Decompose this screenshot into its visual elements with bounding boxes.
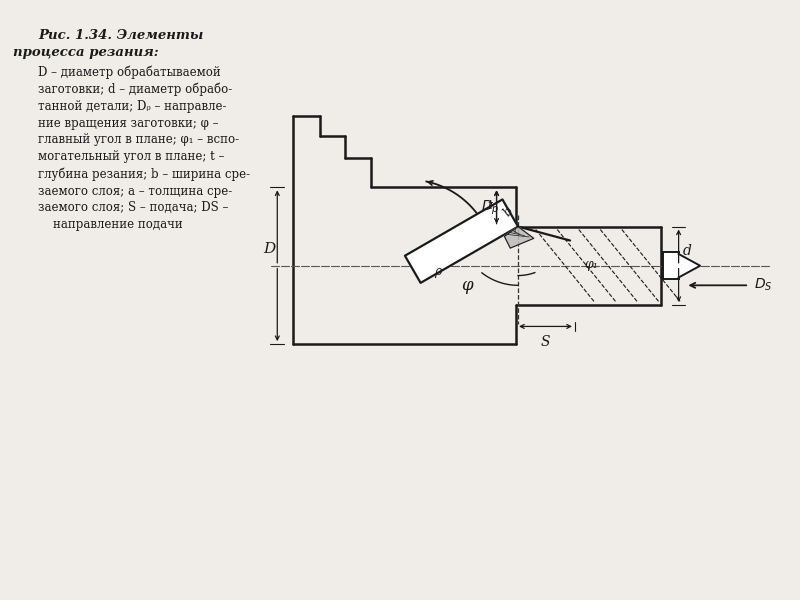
Text: φ: φ	[462, 277, 473, 293]
Text: D: D	[263, 242, 275, 256]
Polygon shape	[678, 254, 700, 277]
Text: ρ: ρ	[434, 265, 442, 278]
Text: Рис. 1.34. Элементы: Рис. 1.34. Элементы	[38, 29, 204, 42]
Text: D – диаметр обрабатываемой
заготовки; d – диаметр обрабо-
танной детали; Dᵨ – на: D – диаметр обрабатываемой заготовки; d …	[38, 65, 250, 231]
Polygon shape	[504, 227, 534, 248]
Text: $D_S$: $D_S$	[754, 276, 773, 293]
Text: d: d	[682, 244, 691, 258]
Text: t: t	[488, 199, 493, 212]
Text: $D_{р}$: $D_{р}$	[481, 199, 499, 217]
Bar	[663, 252, 678, 280]
Polygon shape	[405, 199, 518, 283]
Text: b: b	[501, 204, 515, 219]
Text: процесса резания:: процесса резания:	[13, 46, 158, 59]
Text: S: S	[541, 335, 550, 349]
Text: φ₁: φ₁	[585, 258, 598, 271]
